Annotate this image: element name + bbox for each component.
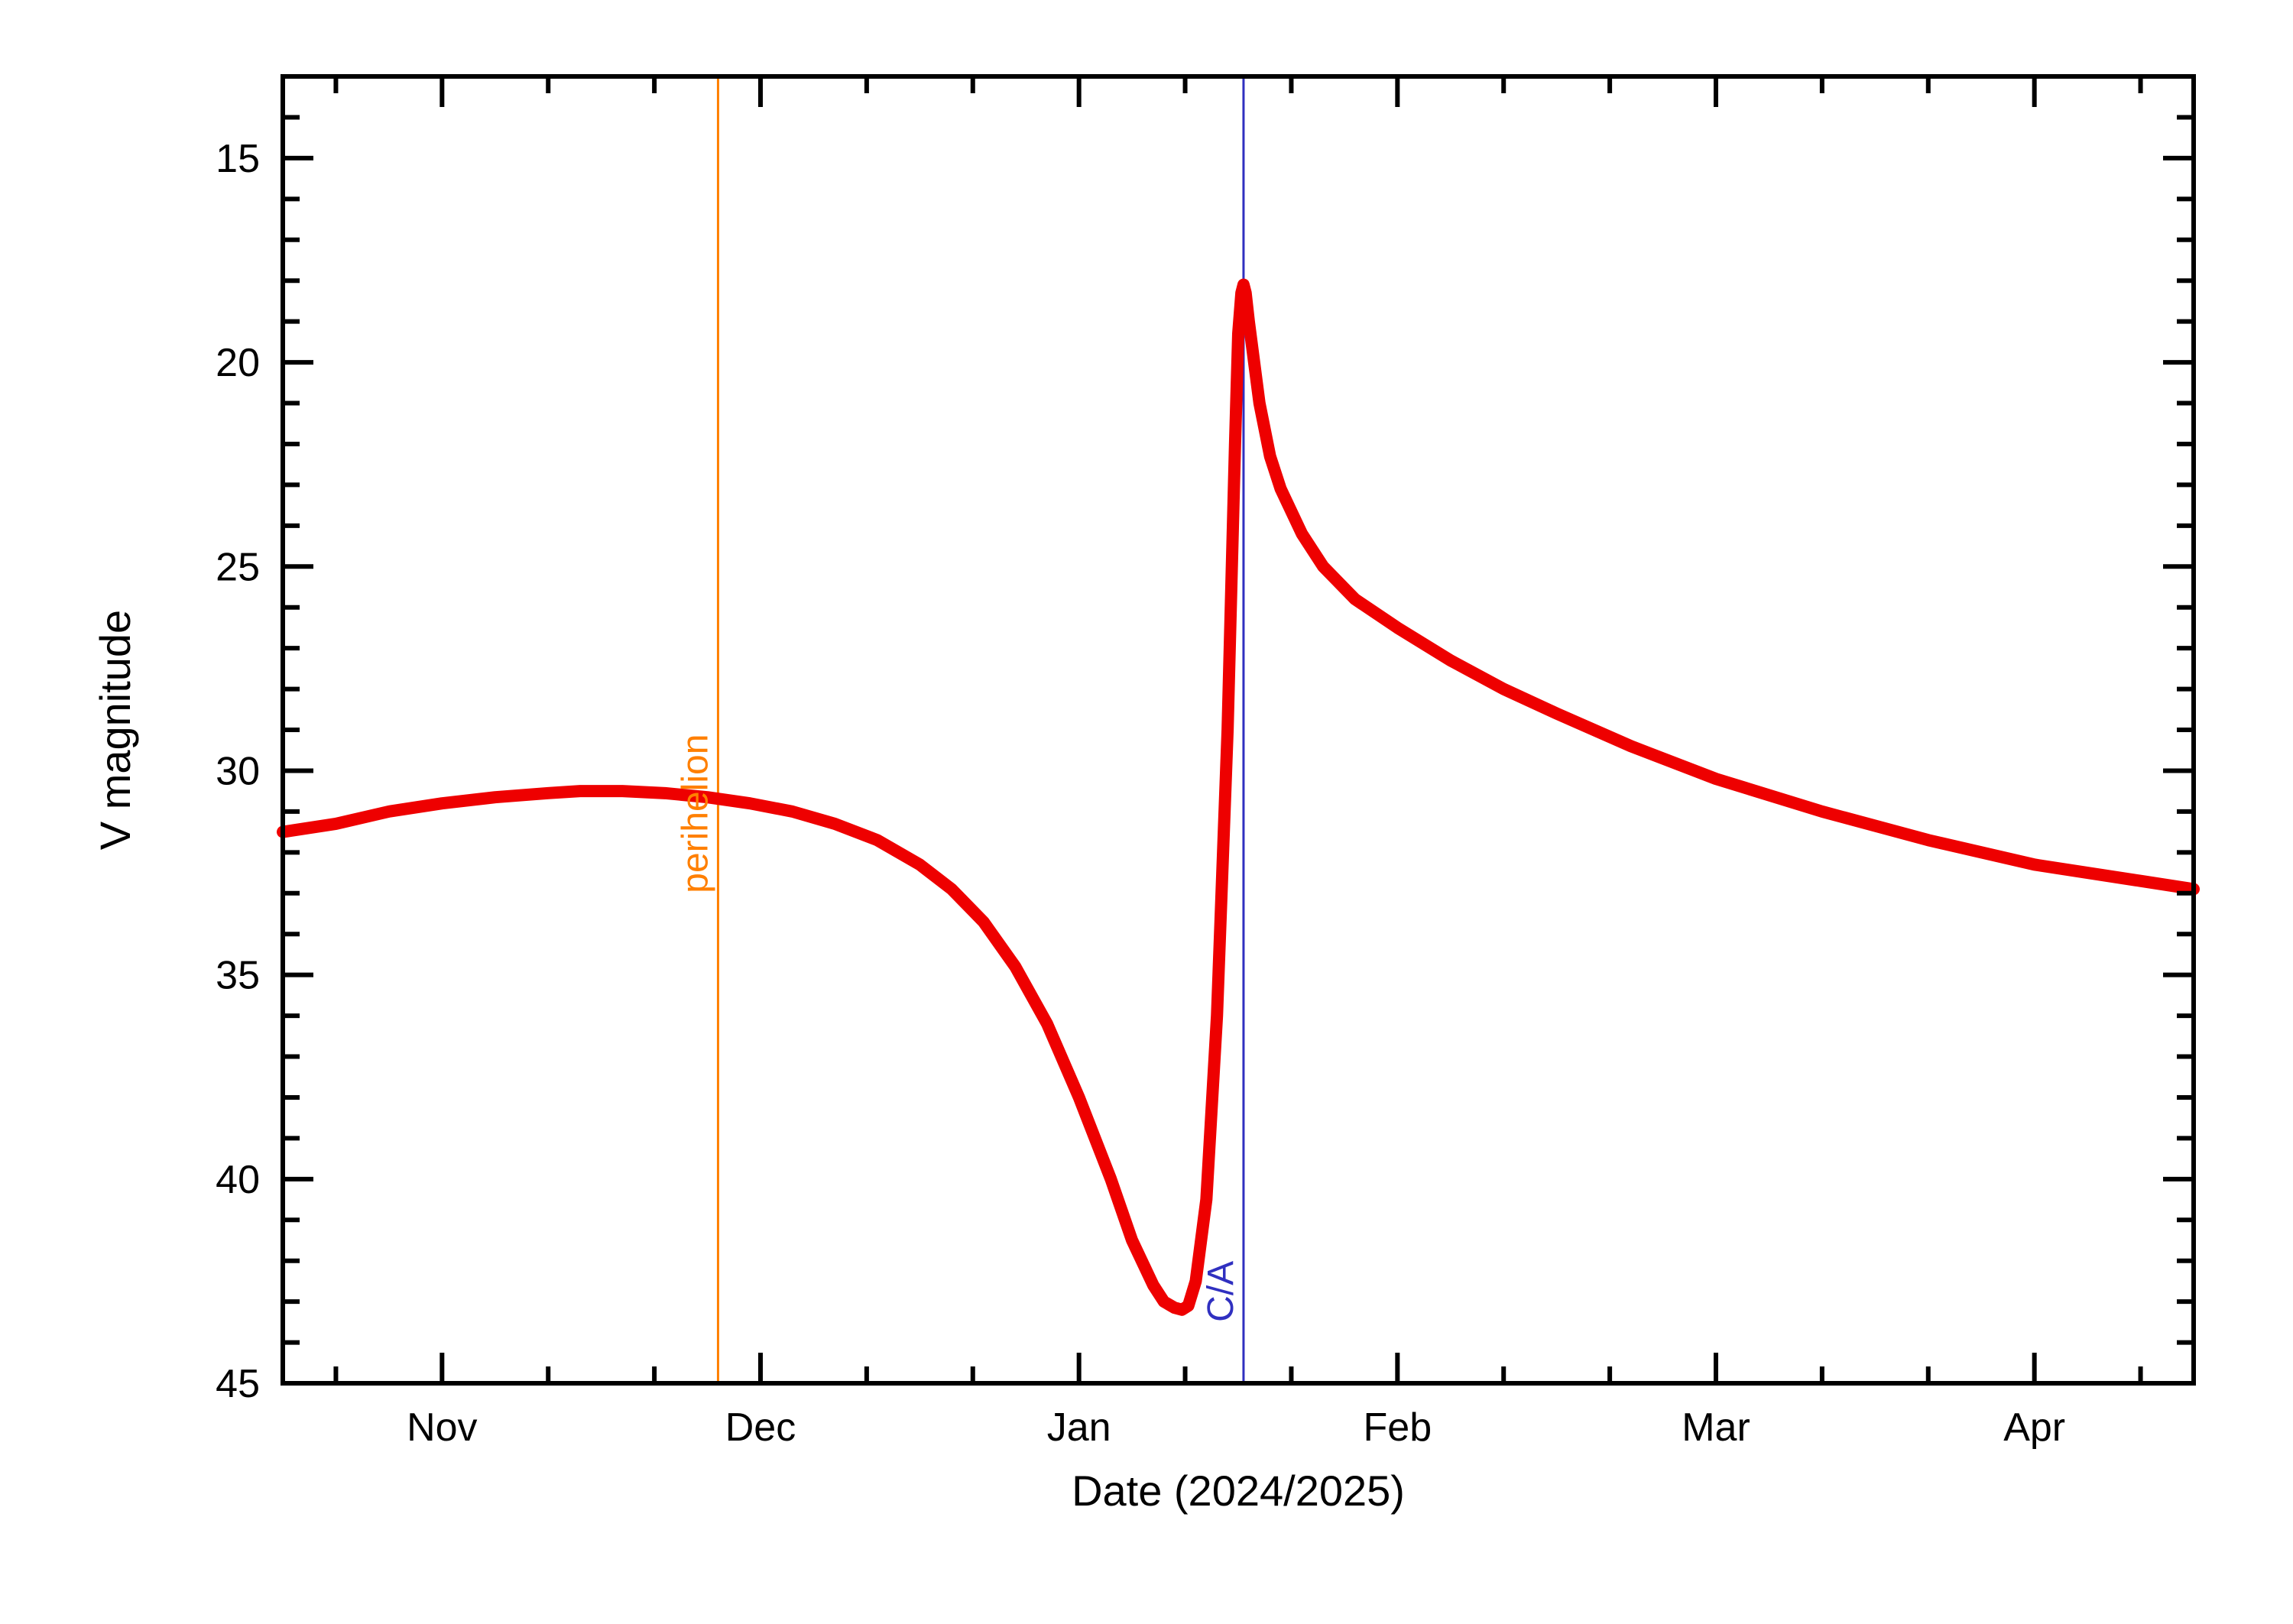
chart-background <box>0 0 2293 1624</box>
x-tick-label: Apr <box>2003 1405 2065 1450</box>
x-axis-label: Date (2024/2025) <box>1072 1467 1405 1515</box>
y-tick-label: 20 <box>216 341 260 385</box>
x-tick-label: Dec <box>725 1405 796 1450</box>
y-tick-label: 15 <box>216 137 260 181</box>
y-axis-label: V magnitude <box>91 610 139 850</box>
y-tick-label: 30 <box>216 749 260 793</box>
y-tick-label: 35 <box>216 954 260 998</box>
x-tick-label: Nov <box>407 1405 477 1450</box>
chart-container: Nov Dec Jan Feb Mar Apr Date (2024/2025) 15 20 25… <box>0 0 2293 1624</box>
x-tick-label: Jan <box>1047 1405 1111 1450</box>
y-tick-label: 40 <box>216 1158 260 1202</box>
x-tick-label: Feb <box>1364 1405 1432 1450</box>
y-tick-label: 45 <box>216 1362 260 1406</box>
perihelion-label: perihelion <box>675 734 715 893</box>
magnitude-chart: Nov Dec Jan Feb Mar Apr Date (2024/2025) 15 20 25… <box>0 0 2293 1624</box>
close-approach-label: C/A <box>1201 1261 1241 1322</box>
x-tick-label: Mar <box>1682 1405 1750 1450</box>
y-tick-label: 25 <box>216 545 260 589</box>
